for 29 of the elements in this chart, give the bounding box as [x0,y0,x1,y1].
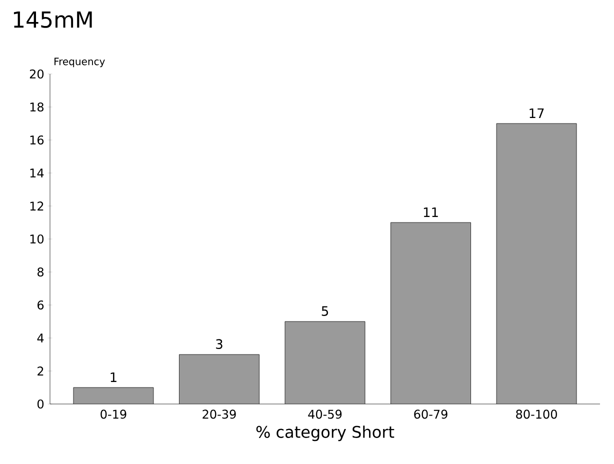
y-tick-label: 8 [38,267,44,277]
y-tick-label: 12 [30,202,44,210]
data-label: 17 [530,108,544,118]
y-tick-label: 4 [37,334,44,342]
data-label: 3 [216,339,222,349]
y-tick-label: 10 [30,234,44,244]
bar [390,222,471,404]
y-tick-label: 18 [30,102,44,112]
data-label: 5 [322,306,328,316]
y-tick-label: 16 [30,135,44,145]
bar [73,388,154,404]
bar [284,322,365,404]
y-tick-label: 2 [38,366,44,376]
y-tick-label: 6 [38,300,44,310]
bar [496,123,577,404]
y-tick-label: 20 [30,69,44,79]
y-tick-label: 0 [37,399,44,409]
y-axis-title: Frequency [54,58,105,68]
x-tick-label: 40-59 [308,410,342,419]
chart-title: 145mM [14,12,92,28]
y-tick-label: 14 [30,168,44,178]
bar [179,354,260,404]
x-tick-label: 20-39 [202,410,236,419]
data-label: 11 [424,207,438,217]
data-label: 1 [110,372,116,382]
x-tick-label: 0-19 [100,410,126,419]
x-tick-label: 60-79 [414,410,448,419]
x-axis-title: % category Short [256,426,394,442]
x-tick-label: 80-100 [516,410,557,419]
